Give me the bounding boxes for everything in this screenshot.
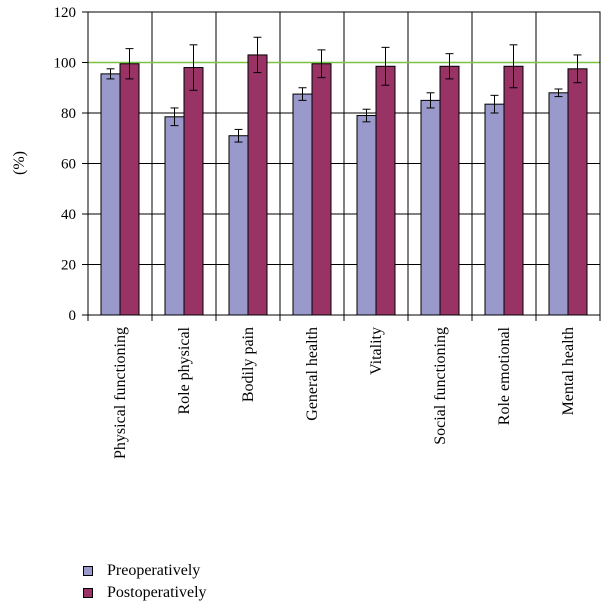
y-tick-label: 0 (69, 308, 77, 324)
x-category-label: Role emotional (496, 326, 513, 425)
x-category-label: General health (304, 327, 321, 421)
legend-swatch-postoperatively (83, 588, 93, 598)
y-tick-label: 80 (61, 106, 76, 122)
y-tick-label: 60 (61, 157, 76, 173)
bar-preoperatively-7 (548, 92, 569, 316)
bar-postoperatively-5 (439, 65, 460, 316)
bar-preoperatively-2 (228, 135, 249, 316)
legend-label-preoperatively: Preoperatively (107, 562, 201, 579)
bar-preoperatively-6 (484, 103, 505, 316)
x-category-labels: Physical functioning Role physical Bodily … (112, 326, 577, 459)
x-category-label: Role physical (176, 326, 193, 414)
bar-postoperatively-7 (567, 68, 588, 316)
axes (82, 11, 601, 321)
y-tick-labels: 0 20 40 60 80 100 120 (54, 5, 77, 324)
x-category-label: Bodily pain (240, 327, 257, 402)
legend-item-postoperatively: Postoperatively (83, 582, 207, 604)
bar-preoperatively-1 (164, 116, 185, 316)
bar-postoperatively-2 (247, 54, 268, 316)
bar-postoperatively-4 (375, 65, 396, 316)
legend-swatch-preoperatively (83, 566, 93, 576)
legend-label-postoperatively: Postoperatively (107, 584, 207, 601)
bar-postoperatively-0 (119, 63, 140, 316)
bar-preoperatively-5 (420, 99, 441, 316)
y-tick-label: 120 (54, 5, 77, 21)
legend-item-preoperatively: Preoperatively (83, 560, 207, 582)
x-category-label: Mental health (560, 327, 577, 415)
bar-postoperatively-3 (311, 63, 332, 316)
y-tick-label: 20 (61, 258, 76, 274)
bar-preoperatively-3 (292, 93, 313, 316)
y-axis-title: (%) (11, 151, 28, 175)
bar-preoperatively-0 (100, 73, 121, 316)
y-tick-label: 40 (61, 207, 76, 223)
y-tick-label: 100 (54, 56, 77, 72)
bar-preoperatively-4 (356, 115, 377, 316)
bar-postoperatively-6 (503, 65, 524, 316)
bar-postoperatively-1 (183, 67, 204, 316)
x-category-label: Vitality (368, 327, 385, 375)
error-bars (106, 36, 582, 143)
legend: Preoperatively Postoperatively (83, 560, 207, 604)
x-category-label: Social functioning (432, 327, 449, 445)
x-category-label: Physical functioning (112, 327, 129, 459)
